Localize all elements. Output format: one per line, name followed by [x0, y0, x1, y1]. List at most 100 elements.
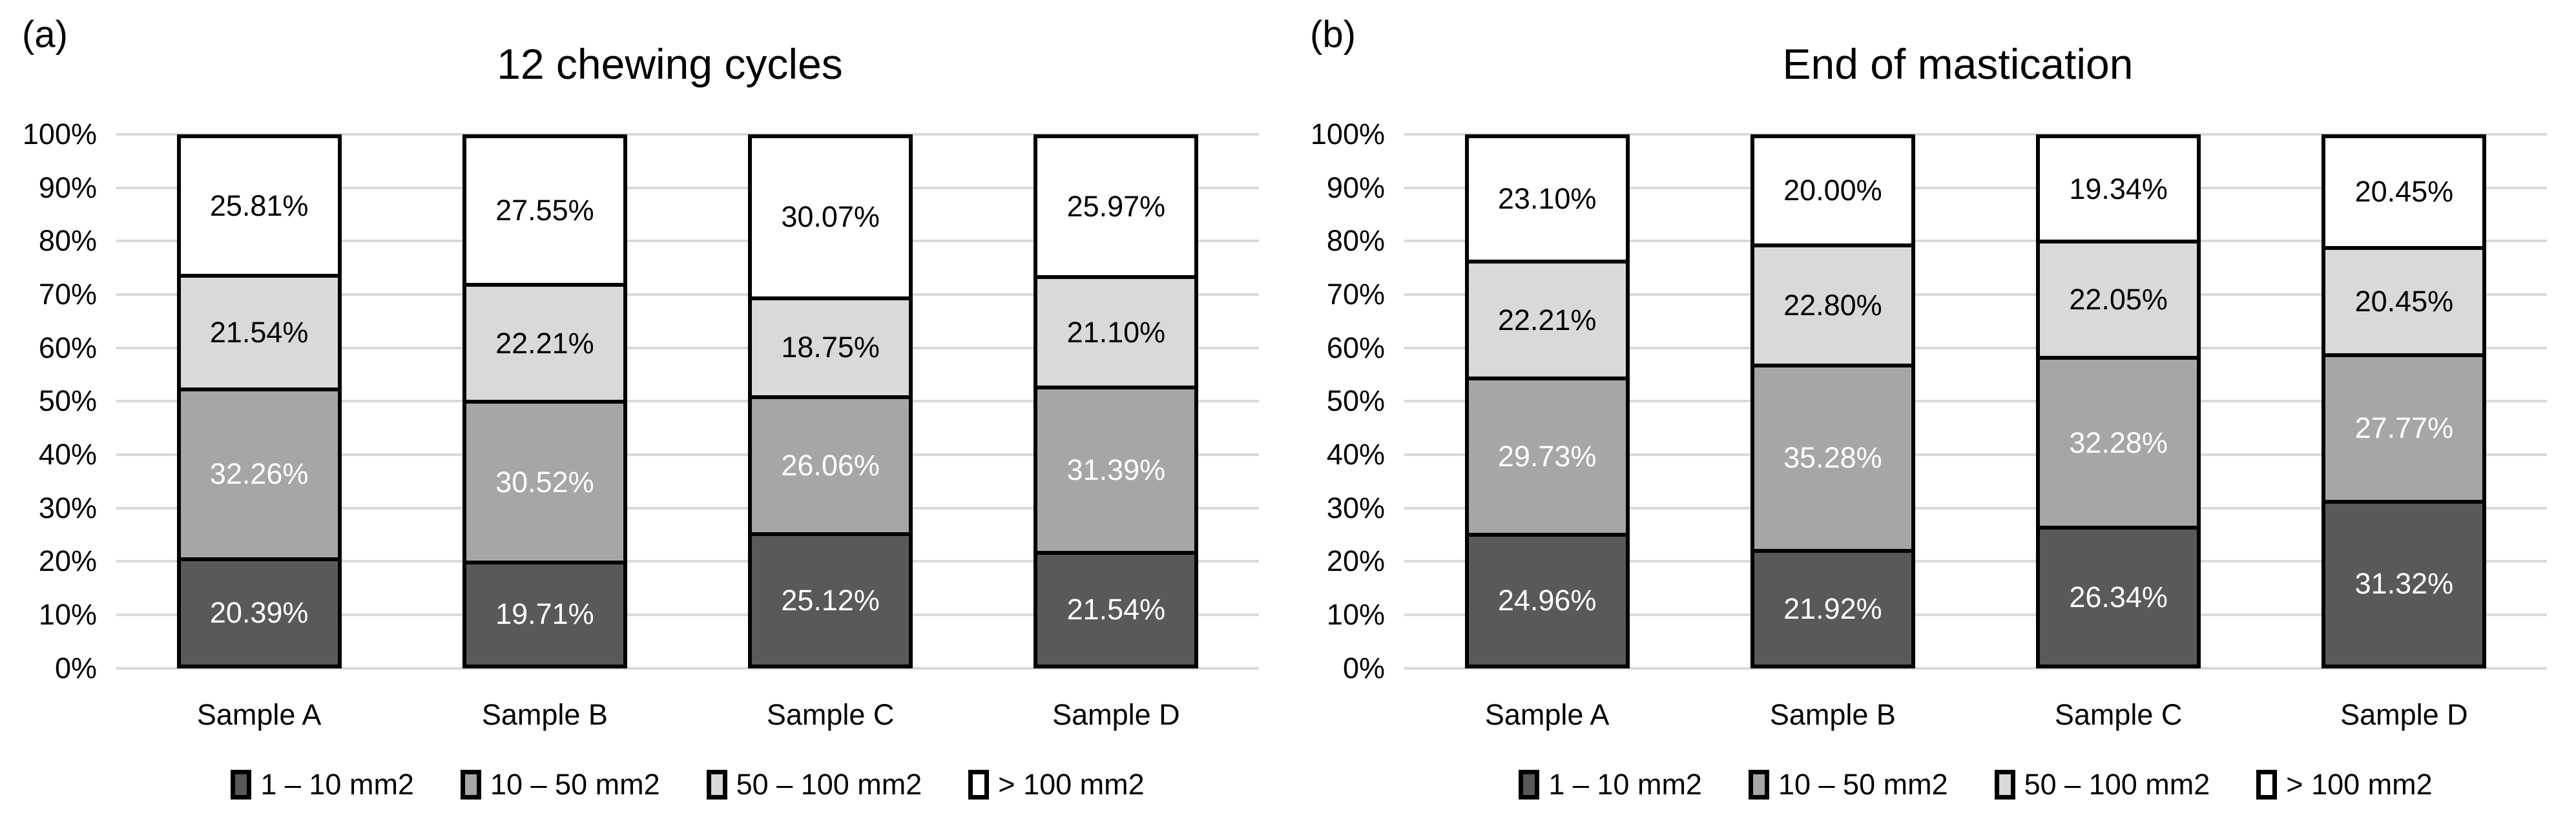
- bar-segment: 31.39%: [1037, 386, 1195, 552]
- y-axis-tick: 30%: [1326, 491, 1385, 524]
- segment-value-label: 22.21%: [495, 326, 594, 360]
- x-axis-label: Sample C: [766, 697, 895, 731]
- bar-slot: 19.34% 22.05% 32.28% 26.34%: [1976, 134, 2261, 668]
- bars: 25.81% 21.54% 32.26% 20.39% 27.55% 22.21% 30.5…: [116, 134, 1259, 668]
- gridline: [1404, 346, 2547, 349]
- segment-value-label: 20.45%: [2354, 284, 2454, 318]
- legend-item: 1 – 10 mm2: [231, 768, 414, 801]
- gridline: [1404, 506, 2547, 510]
- bar-segment: 25.12%: [752, 532, 909, 665]
- bar: 20.45% 20.45% 27.77% 31.32%: [2322, 134, 2487, 668]
- legend: 1 – 10 mm2 10 – 50 mm2 50 – 100 mm2 > 100 m…: [1288, 768, 2576, 801]
- segment-value-label: 25.12%: [781, 583, 880, 617]
- gridline: [116, 666, 1259, 670]
- segment-value-label: 22.21%: [1497, 303, 1597, 336]
- bar-segment: 24.96%: [1468, 533, 1626, 665]
- chart-area: 100% 90% 80% 70% 60% 50% 40% 30% 20% 10% 0% 23.10%…: [1288, 118, 2576, 685]
- panel-label-b: (b): [1310, 14, 1356, 56]
- legend-label: 50 – 100 mm2: [2024, 767, 2210, 801]
- y-axis-tick: 100%: [1310, 117, 1385, 150]
- segment-value-label: 24.96%: [1497, 584, 1597, 617]
- bar-segment: 31.32%: [2325, 499, 2483, 665]
- bar-segment: 21.10%: [1037, 274, 1195, 386]
- y-axis-tick: 70%: [38, 277, 97, 311]
- gridline: [1404, 560, 2547, 563]
- legend-swatch: [231, 769, 252, 800]
- bar-segment: 35.28%: [1754, 363, 1911, 550]
- gridline: [116, 132, 1259, 136]
- segment-value-label: 30.52%: [495, 465, 594, 499]
- legend-label: 1 – 10 mm2: [260, 767, 414, 801]
- bar-segment: 20.45%: [2325, 138, 2483, 246]
- bar-slot: 25.97% 21.10% 31.39% 21.54%: [973, 134, 1259, 668]
- bar: 27.55% 22.21% 30.52% 19.71%: [462, 134, 627, 668]
- y-axis-tick: 20%: [1326, 544, 1385, 578]
- segment-value-label: 21.54%: [209, 316, 309, 349]
- legend-item: > 100 mm2: [2256, 767, 2433, 801]
- gridline: [116, 400, 1259, 403]
- gridline: [1404, 293, 2547, 296]
- legend-item: 10 – 50 mm2: [460, 767, 660, 801]
- plot-area: 23.10% 22.21% 29.73% 24.96% 20.00% 22.80% 35.2…: [1404, 132, 2547, 670]
- bar: 25.97% 21.10% 31.39% 21.54%: [1034, 134, 1199, 668]
- segment-value-label: 23.10%: [1497, 182, 1597, 216]
- segment-value-label: 20.00%: [1783, 174, 1882, 207]
- legend-swatch: [1519, 769, 1540, 800]
- y-axis-tick: 60%: [1326, 331, 1385, 364]
- y-axis: 100% 90% 80% 70% 60% 50% 40% 30% 20% 10% 0%: [1288, 118, 1404, 685]
- bar-segment: 25.97%: [1037, 138, 1195, 275]
- bar-segment: 26.34%: [2040, 526, 2197, 665]
- bar-segment: 22.80%: [1754, 243, 1911, 364]
- bar-segment: 21.54%: [1037, 551, 1195, 665]
- legend-item: > 100 mm2: [968, 767, 1145, 801]
- gridline: [116, 453, 1259, 457]
- bars: 23.10% 22.21% 29.73% 24.96% 20.00% 22.80% 35.2…: [1404, 134, 2547, 668]
- bar-segment: 27.55%: [466, 138, 623, 284]
- legend-swatch: [1748, 769, 1769, 800]
- legend-item: 1 – 10 mm2: [1519, 768, 1702, 801]
- legend-label: 10 – 50 mm2: [1778, 767, 1948, 801]
- y-axis-tick: 100%: [22, 117, 97, 150]
- bar-slot: 30.07% 18.75% 26.06% 25.12%: [688, 134, 973, 668]
- bar-segment: 32.26%: [180, 387, 338, 557]
- segment-value-label: 22.05%: [2069, 283, 2168, 316]
- segment-value-label: 19.34%: [2069, 172, 2168, 205]
- x-axis-labels: Sample A Sample B Sample C Sample D: [1288, 698, 2576, 732]
- segment-value-label: 21.10%: [1066, 315, 1166, 349]
- legend-label: 50 – 100 mm2: [736, 767, 922, 801]
- bar: 30.07% 18.75% 26.06% 25.12%: [748, 134, 913, 668]
- segment-value-label: 27.55%: [495, 194, 594, 227]
- segment-value-label: 27.77%: [2354, 411, 2454, 445]
- gridline: [116, 346, 1259, 349]
- legend-label: 10 – 50 mm2: [490, 767, 660, 801]
- legend-label: > 100 mm2: [998, 767, 1145, 801]
- legend-swatch: [968, 769, 990, 800]
- y-axis: 100% 90% 80% 70% 60% 50% 40% 30% 20% 10% 0%: [0, 118, 116, 685]
- gridline: [116, 506, 1259, 510]
- bar-segment: 19.71%: [466, 561, 623, 665]
- y-axis-tick: 60%: [38, 331, 97, 364]
- bar-segment: 21.92%: [1754, 549, 1911, 665]
- segment-value-label: 32.26%: [209, 457, 309, 491]
- segment-value-label: 21.92%: [1783, 592, 1882, 625]
- bar-slot: 20.45% 20.45% 27.77% 31.32%: [2261, 134, 2547, 668]
- gridline: [1404, 186, 2547, 189]
- bar-segment: 22.21%: [466, 283, 623, 400]
- legend-swatch: [2256, 769, 2278, 800]
- chart-area: 100% 90% 80% 70% 60% 50% 40% 30% 20% 10% 0% 25.81%…: [0, 118, 1288, 685]
- gridline: [1404, 400, 2547, 403]
- bar: 20.00% 22.80% 35.28% 21.92%: [1750, 134, 1915, 668]
- y-axis-tick: 10%: [38, 598, 97, 632]
- segment-value-label: 31.32%: [2354, 567, 2454, 601]
- segment-value-label: 25.81%: [209, 189, 309, 223]
- legend-swatch: [1994, 769, 2015, 800]
- x-axis-label: Sample C: [2054, 697, 2183, 731]
- gridline: [1404, 614, 2547, 617]
- y-axis-tick: 40%: [1326, 438, 1385, 471]
- gridline: [1404, 453, 2547, 457]
- legend-label: > 100 mm2: [2286, 767, 2433, 801]
- chart-panel-a: (a) 12 chewing cycles 100% 90% 80% 70% 60% 50…: [0, 14, 1288, 801]
- chart-panel-b: (b) End of mastication 100% 90% 80% 70% 60% 5…: [1288, 0, 2576, 826]
- segment-value-label: 18.75%: [781, 331, 880, 364]
